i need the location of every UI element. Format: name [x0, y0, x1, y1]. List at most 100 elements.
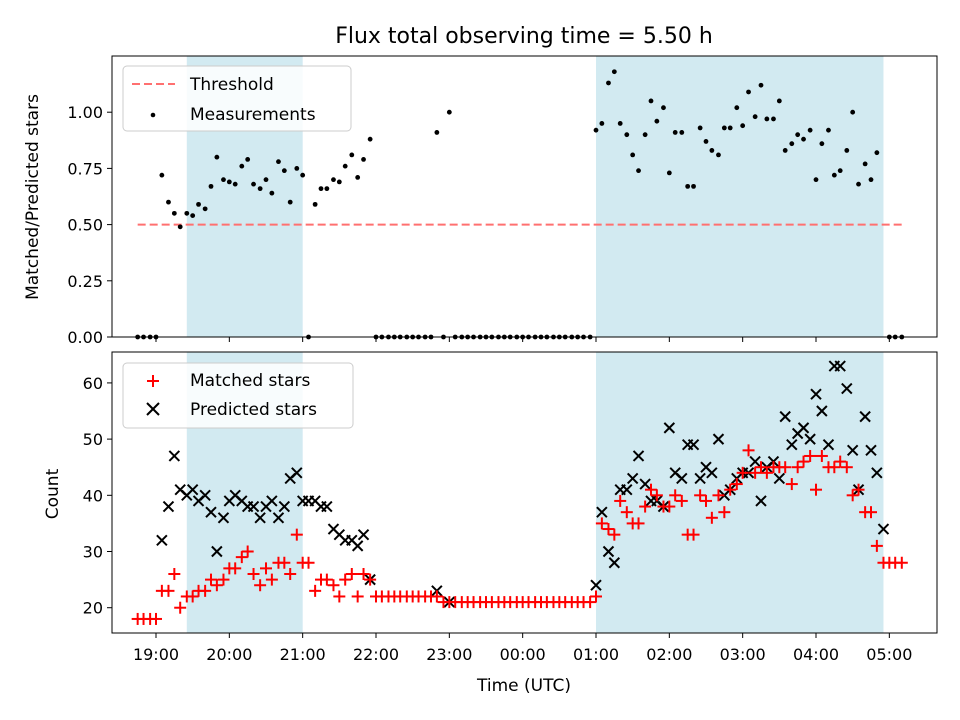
measurement-point: [617, 121, 623, 126]
measurement-point: [257, 186, 263, 192]
measurement-point: [342, 163, 348, 169]
predicted-point: [687, 439, 700, 451]
measurement-point: [795, 132, 801, 138]
matched-point: [302, 556, 315, 569]
predicted-point: [639, 478, 651, 490]
y-tick-label: 0.50: [67, 216, 103, 235]
matched-point: [828, 461, 841, 474]
measurement-point: [159, 172, 165, 178]
matched-point: [791, 461, 804, 474]
measurement-point: [672, 130, 678, 135]
y-tick-label: 40: [83, 486, 103, 505]
predicted-point: [834, 360, 846, 372]
measurement-point: [789, 141, 795, 147]
measurement-point: [819, 141, 825, 147]
measurement-point: [837, 168, 843, 174]
measurement-point: [826, 127, 831, 133]
predicted-point: [749, 455, 761, 468]
matched-point: [229, 562, 242, 575]
measurement-point: [648, 98, 654, 104]
measurement-point: [245, 157, 251, 162]
matched-point: [846, 489, 859, 502]
measurement-point: [276, 159, 281, 165]
matched-point: [785, 478, 798, 491]
measurement-point: [171, 210, 177, 216]
measurement-point: [874, 150, 880, 156]
matched-point: [730, 478, 743, 491]
matched-point: [290, 528, 303, 541]
predicted-point: [199, 489, 211, 502]
measurement-point: [642, 132, 648, 138]
predicted-point: [357, 528, 370, 541]
bottom-y-axis-label: Count: [43, 468, 63, 519]
measurement-point: [813, 177, 819, 183]
measurement-point: [752, 114, 758, 120]
predicted-point: [676, 472, 688, 485]
predicted-point: [608, 557, 621, 569]
measurement-point: [691, 183, 696, 189]
matched-point: [804, 449, 817, 462]
matched-point: [669, 489, 682, 502]
predicted-point: [254, 512, 266, 524]
matched-point: [235, 551, 248, 564]
predicted-point: [217, 512, 230, 524]
predicted-point: [786, 439, 798, 451]
matched-point: [870, 539, 883, 552]
matched-point: [278, 556, 291, 569]
measurement-point: [844, 148, 850, 153]
predicted-point: [621, 483, 633, 496]
matched-point: [247, 567, 260, 580]
y-tick-label: 60: [83, 374, 103, 393]
x-tick-label: 00:00: [500, 645, 546, 664]
measurement-point: [294, 166, 300, 171]
matched-point: [810, 483, 822, 496]
measurement-point: [226, 179, 232, 185]
legend-matched-label: Matched stars: [190, 371, 310, 391]
matched-point: [241, 545, 254, 558]
predicted-point: [272, 512, 285, 524]
legend-matched-marker: [147, 375, 159, 387]
measurement-point: [599, 121, 605, 126]
measurement-point: [679, 130, 685, 135]
measurement-point: [654, 118, 660, 124]
measurement-point: [606, 80, 611, 86]
matched-point: [608, 528, 621, 541]
measurement-point: [807, 127, 813, 133]
measurement-point: [727, 125, 733, 131]
measurement-point: [782, 148, 788, 153]
measurement-point: [263, 177, 269, 183]
matched-point: [614, 494, 627, 507]
predicted-point: [755, 495, 767, 507]
measurement-point: [202, 206, 208, 212]
matched-point: [865, 506, 877, 519]
measurement-point: [764, 116, 770, 122]
measurement-point: [221, 177, 226, 183]
matched-point: [364, 573, 377, 586]
x-tick-label: 02:00: [646, 645, 692, 664]
matched-point: [639, 500, 652, 513]
matched-point: [345, 567, 358, 580]
x-tick-label: 20:00: [206, 645, 252, 664]
predicted-point: [632, 450, 645, 462]
top-panel: 0.00 0.25 0.50 0.75 1.00 Matched/Predicted s…: [23, 55, 938, 347]
matched-point: [663, 500, 676, 513]
legend-threshold-label: Threshold: [189, 75, 274, 95]
predicted-point: [156, 534, 168, 546]
chart-title: Flux total observing time = 5.50 h: [335, 24, 713, 49]
measurement-point: [318, 186, 324, 192]
predicted-point: [779, 410, 791, 423]
y-tick-label: 50: [83, 430, 103, 449]
measurement-point: [709, 148, 715, 153]
y-tick-label: 0.75: [67, 159, 103, 178]
matched-point: [174, 601, 187, 614]
matched-point: [590, 590, 602, 603]
measurement-point: [184, 210, 190, 216]
predicted-point: [816, 405, 828, 417]
x-tick-label: 19:00: [133, 645, 179, 664]
measurement-point: [856, 181, 861, 187]
measurement-point: [446, 109, 452, 115]
measurement-point: [734, 105, 740, 111]
measurement-point: [367, 136, 373, 142]
matched-point: [834, 455, 847, 468]
matched-point: [742, 444, 755, 457]
